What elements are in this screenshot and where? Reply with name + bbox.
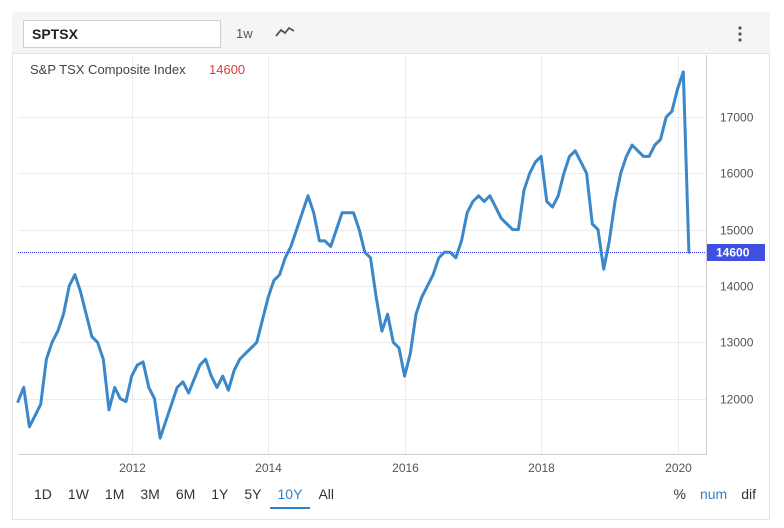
- line-chart-icon[interactable]: [275, 25, 295, 39]
- symbol-input[interactable]: [23, 20, 221, 48]
- range-button-all[interactable]: All: [318, 486, 334, 502]
- y-axis-ticks: 12000 13000 14000 15000 16000 17000: [720, 111, 754, 407]
- vertical-dots-icon[interactable]: [734, 24, 746, 44]
- last-value-box-bg: [707, 244, 765, 261]
- range-button-1d[interactable]: 1D: [34, 486, 52, 502]
- range-button-6m[interactable]: 6M: [175, 486, 196, 502]
- x-tick-label: 2016: [392, 461, 419, 475]
- chart-title-value: 14600: [209, 62, 245, 77]
- x-tick-label: 2020: [665, 461, 692, 475]
- mode-button-percent[interactable]: %: [673, 486, 686, 502]
- range-button-1y[interactable]: 1Y: [211, 486, 229, 502]
- y-tick-label: 13000: [720, 336, 754, 350]
- y-tick-label: 16000: [720, 167, 754, 181]
- x-tick-label: 2012: [119, 461, 146, 475]
- range-button-5y[interactable]: 5Y: [244, 486, 262, 502]
- y-tick-label: 15000: [720, 224, 754, 238]
- mode-button-num[interactable]: num: [699, 486, 728, 502]
- mode-selector: % num dif: [674, 486, 756, 502]
- range-button-1m[interactable]: 1M: [104, 486, 125, 502]
- series-line: [16, 70, 691, 440]
- grid: [18, 55, 706, 455]
- chart-title: S&P TSX Composite Index: [30, 62, 186, 77]
- y-tick-label: 14000: [720, 280, 754, 294]
- x-tick-label: 2018: [528, 461, 555, 475]
- range-selector: 1D 1W 1M 3M 6M 1Y 5Y 10Y All: [26, 483, 342, 509]
- x-tick-label: 2014: [255, 461, 282, 475]
- range-button-10y[interactable]: 10Y: [269, 483, 311, 509]
- interval-selector[interactable]: 1w: [236, 26, 253, 41]
- x-axis-ticks: 2012 2014 2016 2018 2020: [119, 461, 692, 475]
- mode-button-dif[interactable]: dif: [741, 486, 756, 502]
- last-value-box-label: 14600: [716, 246, 750, 260]
- range-button-1w[interactable]: 1W: [67, 486, 89, 502]
- last-value-box: 14600: [707, 244, 765, 261]
- y-tick-label: 12000: [720, 393, 754, 407]
- y-tick-label: 17000: [720, 111, 754, 125]
- range-button-3m[interactable]: 3M: [140, 486, 160, 502]
